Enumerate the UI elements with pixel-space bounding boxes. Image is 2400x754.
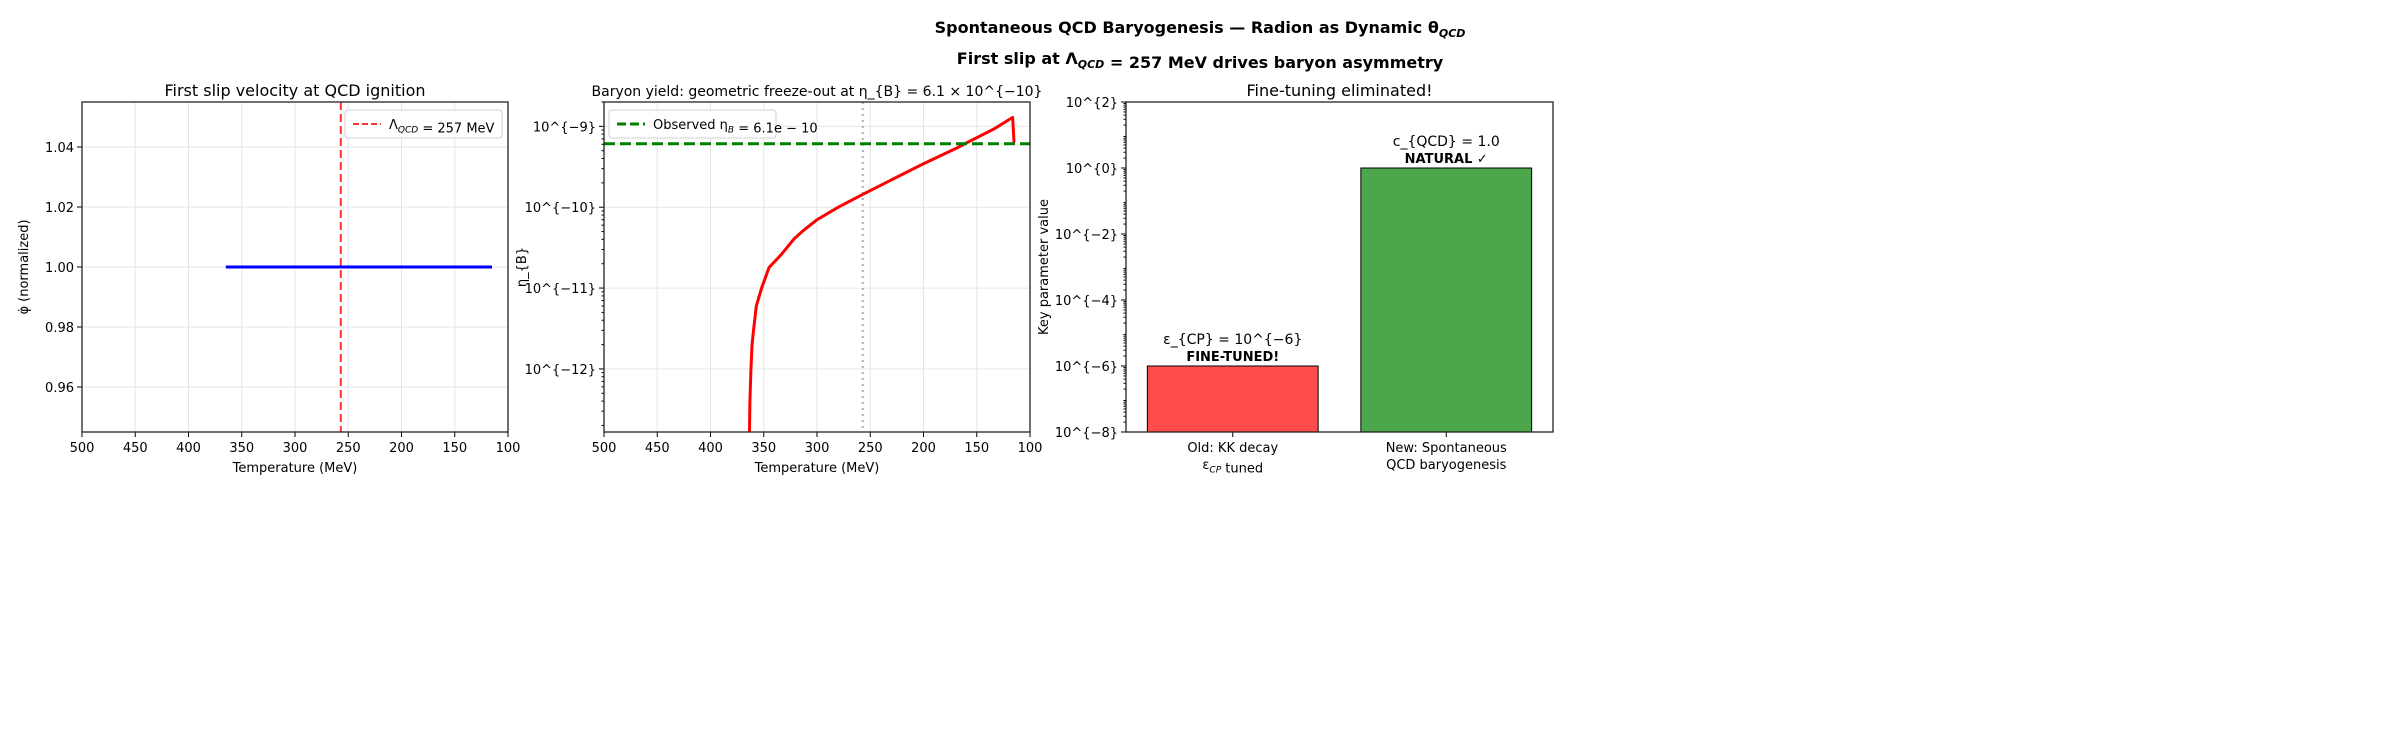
x-tick-label: 300 [283,441,308,456]
y-tick-label: 10^{−12} [525,363,596,378]
legend-label: ΛQCD = 257 MeV [389,118,495,136]
x-tick-label: 150 [442,441,467,456]
x-tick-label: QCD baryogenesis [1386,458,1507,473]
x-tick-label: 500 [592,441,617,456]
y-axis-label: η_{B} [515,247,530,287]
x-tick-label: 250 [858,441,883,456]
x-tick-label: 400 [698,441,723,456]
bar [1146,365,1319,433]
legend [344,109,503,139]
bar-annotation-label: NATURAL ✓ [1405,152,1488,167]
figure-title-line1: Spontaneous QCD Baryogenesis — Radion as… [935,18,1466,40]
y-tick-label: 10^{−9} [533,120,596,135]
x-tick-label: 450 [645,441,670,456]
y-tick-label: 0.96 [45,381,74,396]
x-tick-label: Old: KK decay [1187,441,1278,456]
x-tick-label: 350 [229,441,254,456]
y-tick-label: 0.98 [45,321,74,336]
x-tick-label: 250 [336,441,361,456]
x-tick-label: 500 [70,441,95,456]
y-axis-label: Key parameter value [1037,199,1052,335]
x-tick-label: 200 [389,441,414,456]
bar [1360,167,1533,433]
bar-annotation: ε_{CP} = 10^{−6} [1163,332,1302,348]
panel-2 [599,101,1031,437]
axes-frame [603,101,1031,433]
x-tick-label: 100 [1018,441,1043,456]
panel-1 [77,101,509,437]
y-tick-label: 10^{−6} [1055,360,1118,375]
panel-title: First slip velocity at QCD ignition [164,81,425,100]
y-tick-label: 1.02 [45,201,74,216]
x-tick-label: 100 [496,441,521,456]
x-tick-label: 350 [751,441,776,456]
panel-title: Fine-tuning eliminated! [1246,81,1432,100]
x-axis-label: Temperature (MeV) [754,461,880,476]
y-tick-label: 1.04 [45,141,74,156]
x-tick-label: 200 [911,441,936,456]
legend [608,109,777,139]
x-tick-label: 300 [805,441,830,456]
x-tick-label: 450 [123,441,148,456]
axes-frame [81,101,509,433]
y-tick-label: 10^{2} [1066,96,1118,111]
bar-annotation-label: FINE-TUNED! [1186,350,1279,365]
y-axis-label: φ̇ (normalized) [17,219,32,314]
x-tick-label: New: Spontaneous [1386,441,1507,456]
y-tick-label: 10^{−2} [1055,228,1118,243]
bar-annotation: c_{QCD} = 1.0 [1393,134,1500,150]
x-tick-label: 150 [964,441,989,456]
y-tick-label: 1.00 [45,261,74,276]
x-axis-label: Temperature (MeV) [232,461,358,476]
panel-3 [1121,101,1554,437]
legend-label: Observed ηB = 6.1e − 10 [653,118,818,136]
series-line [747,115,1016,433]
y-tick-label: 10^{−4} [1055,294,1118,309]
panel-title: Baryon yield: geometric freeze-out at η_… [592,84,1043,100]
y-tick-label: 10^{−11} [525,282,596,297]
figure-title-line2: First slip at ΛQCD = 257 MeV drives bary… [957,49,1444,72]
x-tick-label: 400 [176,441,201,456]
y-tick-label: 10^{0} [1066,162,1118,177]
y-tick-label: 10^{−8} [1055,426,1118,441]
x-tick-label: εCP tuned [1202,458,1263,476]
y-tick-label: 10^{−10} [525,201,596,216]
axes-frame [1125,101,1554,433]
